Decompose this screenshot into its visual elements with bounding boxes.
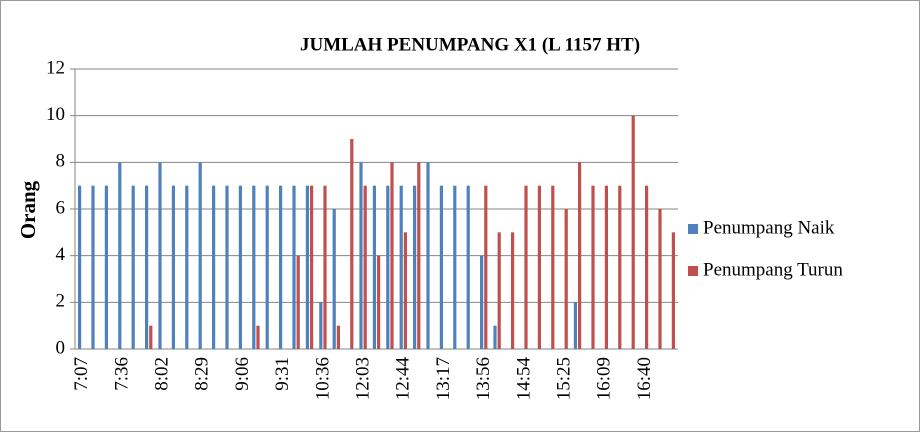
x-tick-label: 9:31 [272, 357, 293, 391]
bar [149, 325, 153, 349]
bar [573, 302, 577, 349]
bar [238, 185, 242, 349]
bar [591, 185, 595, 349]
bar [225, 185, 229, 349]
y-tick-label: 2 [56, 291, 66, 312]
x-tick-label: 7:07 [71, 357, 92, 391]
bar [323, 185, 327, 349]
y-axis-label: Orang [16, 180, 40, 239]
bar [399, 185, 403, 349]
bar [658, 209, 662, 349]
bar [256, 325, 260, 349]
x-tick-label: 15:25 [553, 357, 574, 400]
legend-swatch [688, 224, 698, 234]
bar [618, 185, 622, 349]
bar [439, 185, 443, 349]
bar [578, 162, 582, 349]
bar [511, 232, 515, 349]
bar [305, 185, 309, 349]
bar [417, 162, 421, 349]
chart-title: JUMLAH PENUMPANG X1 (L 1157 HT) [300, 34, 640, 55]
x-tick-label: 8:02 [151, 357, 172, 391]
bar [336, 325, 340, 349]
bar [390, 162, 394, 349]
bar [252, 185, 256, 349]
bar [265, 185, 269, 349]
bar [426, 162, 430, 349]
bar [158, 162, 162, 349]
bar [145, 185, 149, 349]
bar [359, 162, 363, 349]
bar [493, 325, 497, 349]
y-tick-label: 10 [46, 104, 65, 125]
bar [564, 209, 568, 349]
bar [372, 185, 376, 349]
bar [350, 139, 354, 349]
bar [198, 162, 202, 349]
bar [363, 185, 367, 349]
y-tick-label: 0 [56, 337, 66, 358]
bar [292, 185, 296, 349]
x-tick-label: 8:29 [192, 357, 213, 391]
bar [551, 185, 555, 349]
bar [480, 255, 484, 349]
x-tick-label: 12:03 [352, 357, 373, 400]
x-tick-label: 7:36 [111, 357, 132, 391]
bar [671, 232, 675, 349]
x-tick-label: 16:40 [634, 357, 655, 400]
bar [104, 185, 108, 349]
bar [537, 185, 541, 349]
x-tick-label: 14:54 [513, 357, 534, 401]
bar [453, 185, 457, 349]
y-tick-label: 4 [56, 244, 66, 265]
bar [118, 162, 122, 349]
legend-swatch [688, 266, 698, 276]
bar [484, 185, 488, 349]
bar [279, 185, 283, 349]
y-tick-label: 12 [46, 57, 65, 78]
bar [310, 185, 314, 349]
bar [212, 185, 216, 349]
x-tick-label: 12:44 [393, 357, 414, 401]
bar [332, 209, 336, 349]
bar [377, 255, 381, 349]
bar [131, 185, 135, 349]
legend-label: Penumpang Naik [703, 217, 835, 238]
x-tick-label: 13:56 [473, 357, 494, 400]
bar [91, 185, 95, 349]
bar [497, 232, 501, 349]
y-tick-label: 8 [56, 151, 66, 172]
bar [185, 185, 189, 349]
bar [466, 185, 470, 349]
y-tick-label: 6 [56, 197, 66, 218]
bar [524, 185, 528, 349]
bar [645, 185, 649, 349]
bar [413, 185, 417, 349]
x-tick-label: 13:17 [433, 357, 454, 400]
x-tick-label: 9:06 [232, 357, 253, 391]
bar [403, 232, 407, 349]
bar [386, 185, 390, 349]
bar [296, 255, 300, 349]
bar [78, 185, 82, 349]
x-tick-label: 16:09 [594, 357, 615, 400]
bar [604, 185, 608, 349]
x-tick-label: 10:36 [312, 357, 333, 400]
bar [319, 302, 323, 349]
legend-label: Penumpang Turun [703, 259, 843, 280]
bar [631, 115, 635, 350]
bar [171, 185, 175, 349]
